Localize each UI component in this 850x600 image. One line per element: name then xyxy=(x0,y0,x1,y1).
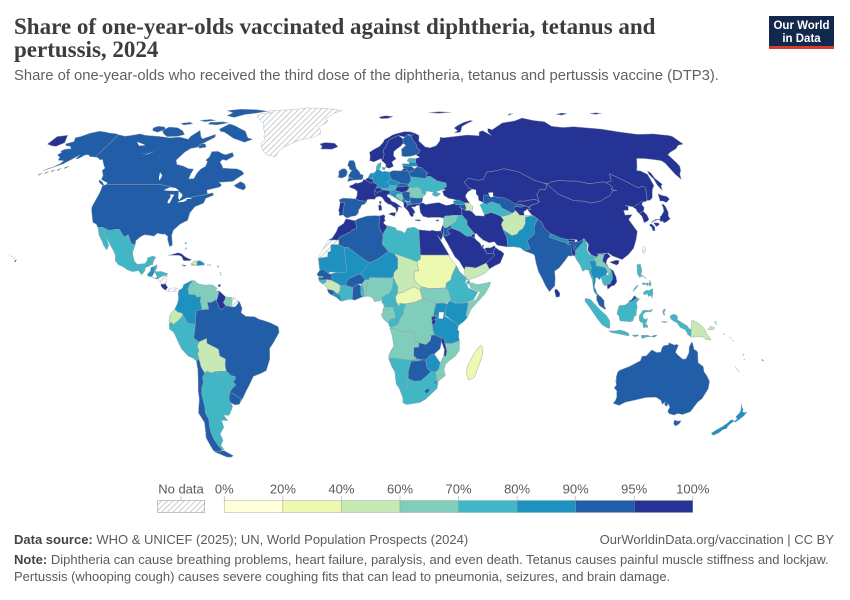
svg-text:100%: 100% xyxy=(676,482,710,497)
svg-text:No data: No data xyxy=(158,482,204,497)
svg-text:70%: 70% xyxy=(445,482,471,497)
svg-text:40%: 40% xyxy=(328,482,354,497)
svg-text:20%: 20% xyxy=(270,482,296,497)
svg-text:80%: 80% xyxy=(504,482,530,497)
svg-text:95%: 95% xyxy=(621,482,647,497)
svg-text:60%: 60% xyxy=(387,482,413,497)
svg-text:0%: 0% xyxy=(215,482,234,497)
svg-text:90%: 90% xyxy=(563,482,589,497)
